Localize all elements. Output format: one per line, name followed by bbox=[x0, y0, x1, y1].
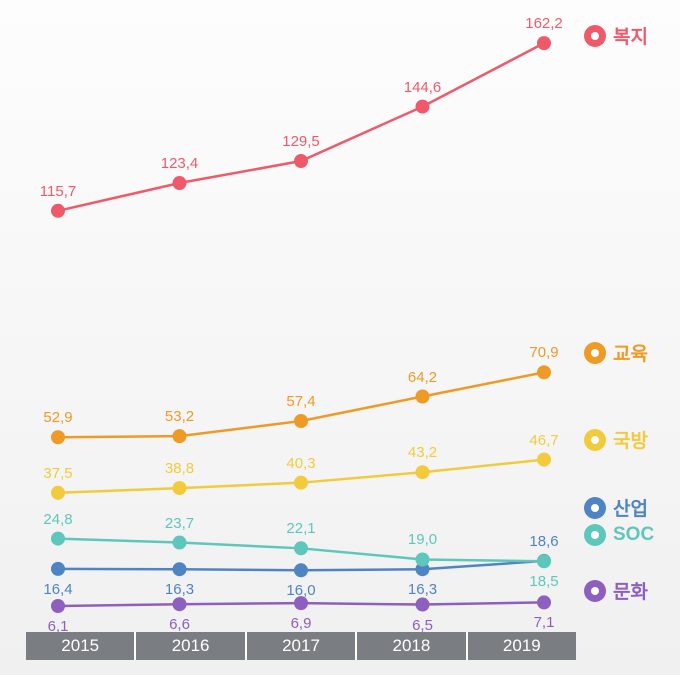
marker-industry bbox=[294, 563, 308, 577]
marker-welfare bbox=[173, 176, 187, 190]
legend-label: 문화 bbox=[613, 577, 648, 604]
data-label-soc: 18,5 bbox=[529, 573, 558, 590]
legend-item-defense: 국방 bbox=[584, 426, 648, 453]
legend-label: 산업 bbox=[613, 494, 648, 521]
marker-education bbox=[51, 430, 65, 444]
marker-welfare bbox=[51, 204, 65, 218]
data-label-defense: 46,7 bbox=[529, 432, 558, 449]
marker-soc bbox=[51, 532, 65, 546]
legend-label: SOC bbox=[613, 524, 654, 546]
legend-icon bbox=[584, 580, 606, 602]
x-tick: 2015 bbox=[26, 632, 136, 660]
legend-item-welfare: 복지 bbox=[584, 22, 648, 49]
legend-icon bbox=[584, 524, 606, 546]
data-label-welfare: 129,5 bbox=[282, 133, 320, 150]
marker-defense bbox=[294, 476, 308, 490]
marker-education bbox=[537, 365, 551, 379]
data-label-culture: 7,1 bbox=[534, 614, 555, 631]
data-label-welfare: 162,2 bbox=[525, 15, 563, 32]
legend-label: 국방 bbox=[613, 426, 648, 453]
data-label-industry: 16,4 bbox=[43, 581, 72, 598]
marker-defense bbox=[537, 453, 551, 467]
marker-industry bbox=[173, 562, 187, 576]
data-label-soc: 24,8 bbox=[43, 511, 72, 528]
data-label-soc: 19,0 bbox=[408, 531, 437, 548]
data-label-education: 57,4 bbox=[286, 393, 315, 410]
marker-culture bbox=[537, 595, 551, 609]
marker-defense bbox=[51, 486, 65, 500]
legend-icon bbox=[584, 429, 606, 451]
marker-culture bbox=[173, 597, 187, 611]
data-label-welfare: 123,4 bbox=[161, 155, 199, 172]
data-label-industry: 16,3 bbox=[408, 581, 437, 598]
data-label-soc: 23,7 bbox=[165, 515, 194, 532]
marker-defense bbox=[173, 481, 187, 495]
legend-item-culture: 문화 bbox=[584, 577, 648, 604]
marker-welfare bbox=[416, 100, 430, 114]
marker-soc bbox=[416, 552, 430, 566]
marker-soc bbox=[294, 541, 308, 555]
x-tick: 2017 bbox=[247, 632, 357, 660]
marker-culture bbox=[51, 599, 65, 613]
data-label-soc: 22,1 bbox=[286, 520, 315, 537]
data-label-education: 70,9 bbox=[529, 344, 558, 361]
marker-defense bbox=[416, 465, 430, 479]
x-tick: 2018 bbox=[357, 632, 467, 660]
data-label-education: 52,9 bbox=[43, 409, 72, 426]
data-label-culture: 6,9 bbox=[291, 615, 312, 632]
data-label-welfare: 115,7 bbox=[40, 183, 76, 200]
legend-item-industry: 산업 bbox=[584, 494, 648, 521]
marker-welfare bbox=[537, 36, 551, 50]
x-axis: 20152016201720182019 bbox=[26, 632, 576, 660]
marker-soc bbox=[173, 536, 187, 550]
legend-icon bbox=[584, 497, 606, 519]
data-label-industry: 16,0 bbox=[286, 582, 315, 599]
data-label-defense: 37,5 bbox=[43, 465, 72, 482]
marker-education bbox=[173, 429, 187, 443]
legend-item-education: 교육 bbox=[584, 339, 648, 366]
legend-item-soc: SOC bbox=[584, 524, 654, 546]
data-label-defense: 43,2 bbox=[408, 444, 437, 461]
data-label-industry: 18,6 bbox=[529, 533, 558, 550]
series-line-welfare bbox=[58, 43, 544, 211]
marker-welfare bbox=[294, 154, 308, 168]
data-label-defense: 40,3 bbox=[286, 455, 315, 472]
data-label-education: 64,2 bbox=[408, 369, 437, 386]
legend-icon bbox=[584, 25, 606, 47]
marker-culture bbox=[416, 598, 430, 612]
data-label-defense: 38,8 bbox=[165, 460, 194, 477]
marker-soc bbox=[537, 554, 551, 568]
line-chart: 115,7 123,4 129,5 144,6 162,2 52,9 53,2 57,4 64,… bbox=[0, 0, 680, 675]
chart-svg bbox=[0, 0, 680, 675]
x-tick: 2019 bbox=[468, 632, 576, 660]
marker-education bbox=[294, 414, 308, 428]
data-label-industry: 16,3 bbox=[165, 581, 194, 598]
legend-label: 복지 bbox=[613, 22, 648, 49]
data-label-culture: 6,5 bbox=[412, 617, 433, 634]
data-label-education: 53,2 bbox=[165, 408, 194, 425]
marker-education bbox=[416, 390, 430, 404]
marker-industry bbox=[51, 562, 65, 576]
data-label-welfare: 144,6 bbox=[404, 79, 442, 96]
data-label-culture: 6,6 bbox=[169, 616, 190, 633]
x-tick: 2016 bbox=[136, 632, 246, 660]
legend-icon bbox=[584, 342, 606, 364]
legend-label: 교육 bbox=[613, 339, 648, 366]
